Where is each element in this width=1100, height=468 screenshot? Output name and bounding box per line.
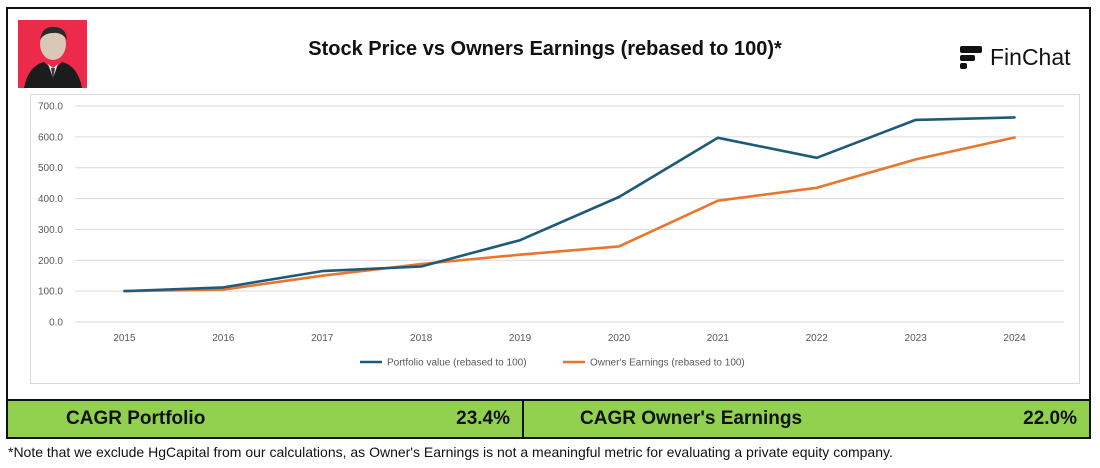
legend-label: Owner's Earnings (rebased to 100) <box>590 358 745 369</box>
footnote: *Note that we exclude HgCapital from our… <box>8 444 893 460</box>
x-tick-label: 2018 <box>410 333 433 344</box>
logo-text: FinChat <box>990 43 1071 70</box>
y-tick-label: 700.0 <box>38 102 63 113</box>
x-tick-label: 2023 <box>905 333 928 344</box>
kpi-row: CAGR Portfolio 23.4% CAGR Owner's Earnin… <box>6 399 1091 441</box>
chart-frame <box>6 7 1091 439</box>
series-line-owners-earnings <box>123 136 1016 293</box>
kpi-value: 22.0% <box>1023 408 1077 429</box>
x-tick-label: 2016 <box>212 333 235 344</box>
x-tick-label: 2021 <box>707 333 730 344</box>
y-tick-label: 300.0 <box>38 225 63 236</box>
finchat-logo-icon <box>960 46 982 69</box>
series-line-portfolio <box>123 116 1016 293</box>
finchat-logo: FinChat <box>958 40 1071 74</box>
x-tick-label: 2019 <box>509 333 532 344</box>
y-tick-label: 200.0 <box>38 256 63 267</box>
x-tick-label: 2017 <box>311 333 334 344</box>
legend-label: Portfolio value (rebased to 100) <box>387 358 527 369</box>
x-tick-label: 2022 <box>806 333 829 344</box>
kpi-value: 23.4% <box>456 408 510 429</box>
line-chart: 0.0 100.0 200.0 300.0 400.0 500.0 600.0 700.0 20… <box>38 102 1064 369</box>
x-tick-label: 2015 <box>113 333 136 344</box>
plot-area <box>30 94 1080 384</box>
y-tick-label: 400.0 <box>38 194 63 205</box>
y-tick-label: 500.0 <box>38 163 63 174</box>
kpi-cagr-portfolio: CAGR Portfolio 23.4% <box>6 399 524 439</box>
x-tick-label: 2024 <box>1003 333 1026 344</box>
y-tick-label: 100.0 <box>38 287 63 298</box>
y-tick-label: 0.0 <box>49 318 63 329</box>
y-tick-label: 600.0 <box>38 132 63 143</box>
kpi-label: CAGR Portfolio <box>66 408 206 429</box>
kpi-cagr-owners-earnings: CAGR Owner's Earnings 22.0% <box>524 399 1091 439</box>
chart-title: Stock Price vs Owners Earnings (rebased … <box>308 38 782 60</box>
kpi-label: CAGR Owner's Earnings <box>580 408 803 429</box>
author-avatar <box>18 20 87 88</box>
x-tick-label: 2020 <box>608 333 631 344</box>
